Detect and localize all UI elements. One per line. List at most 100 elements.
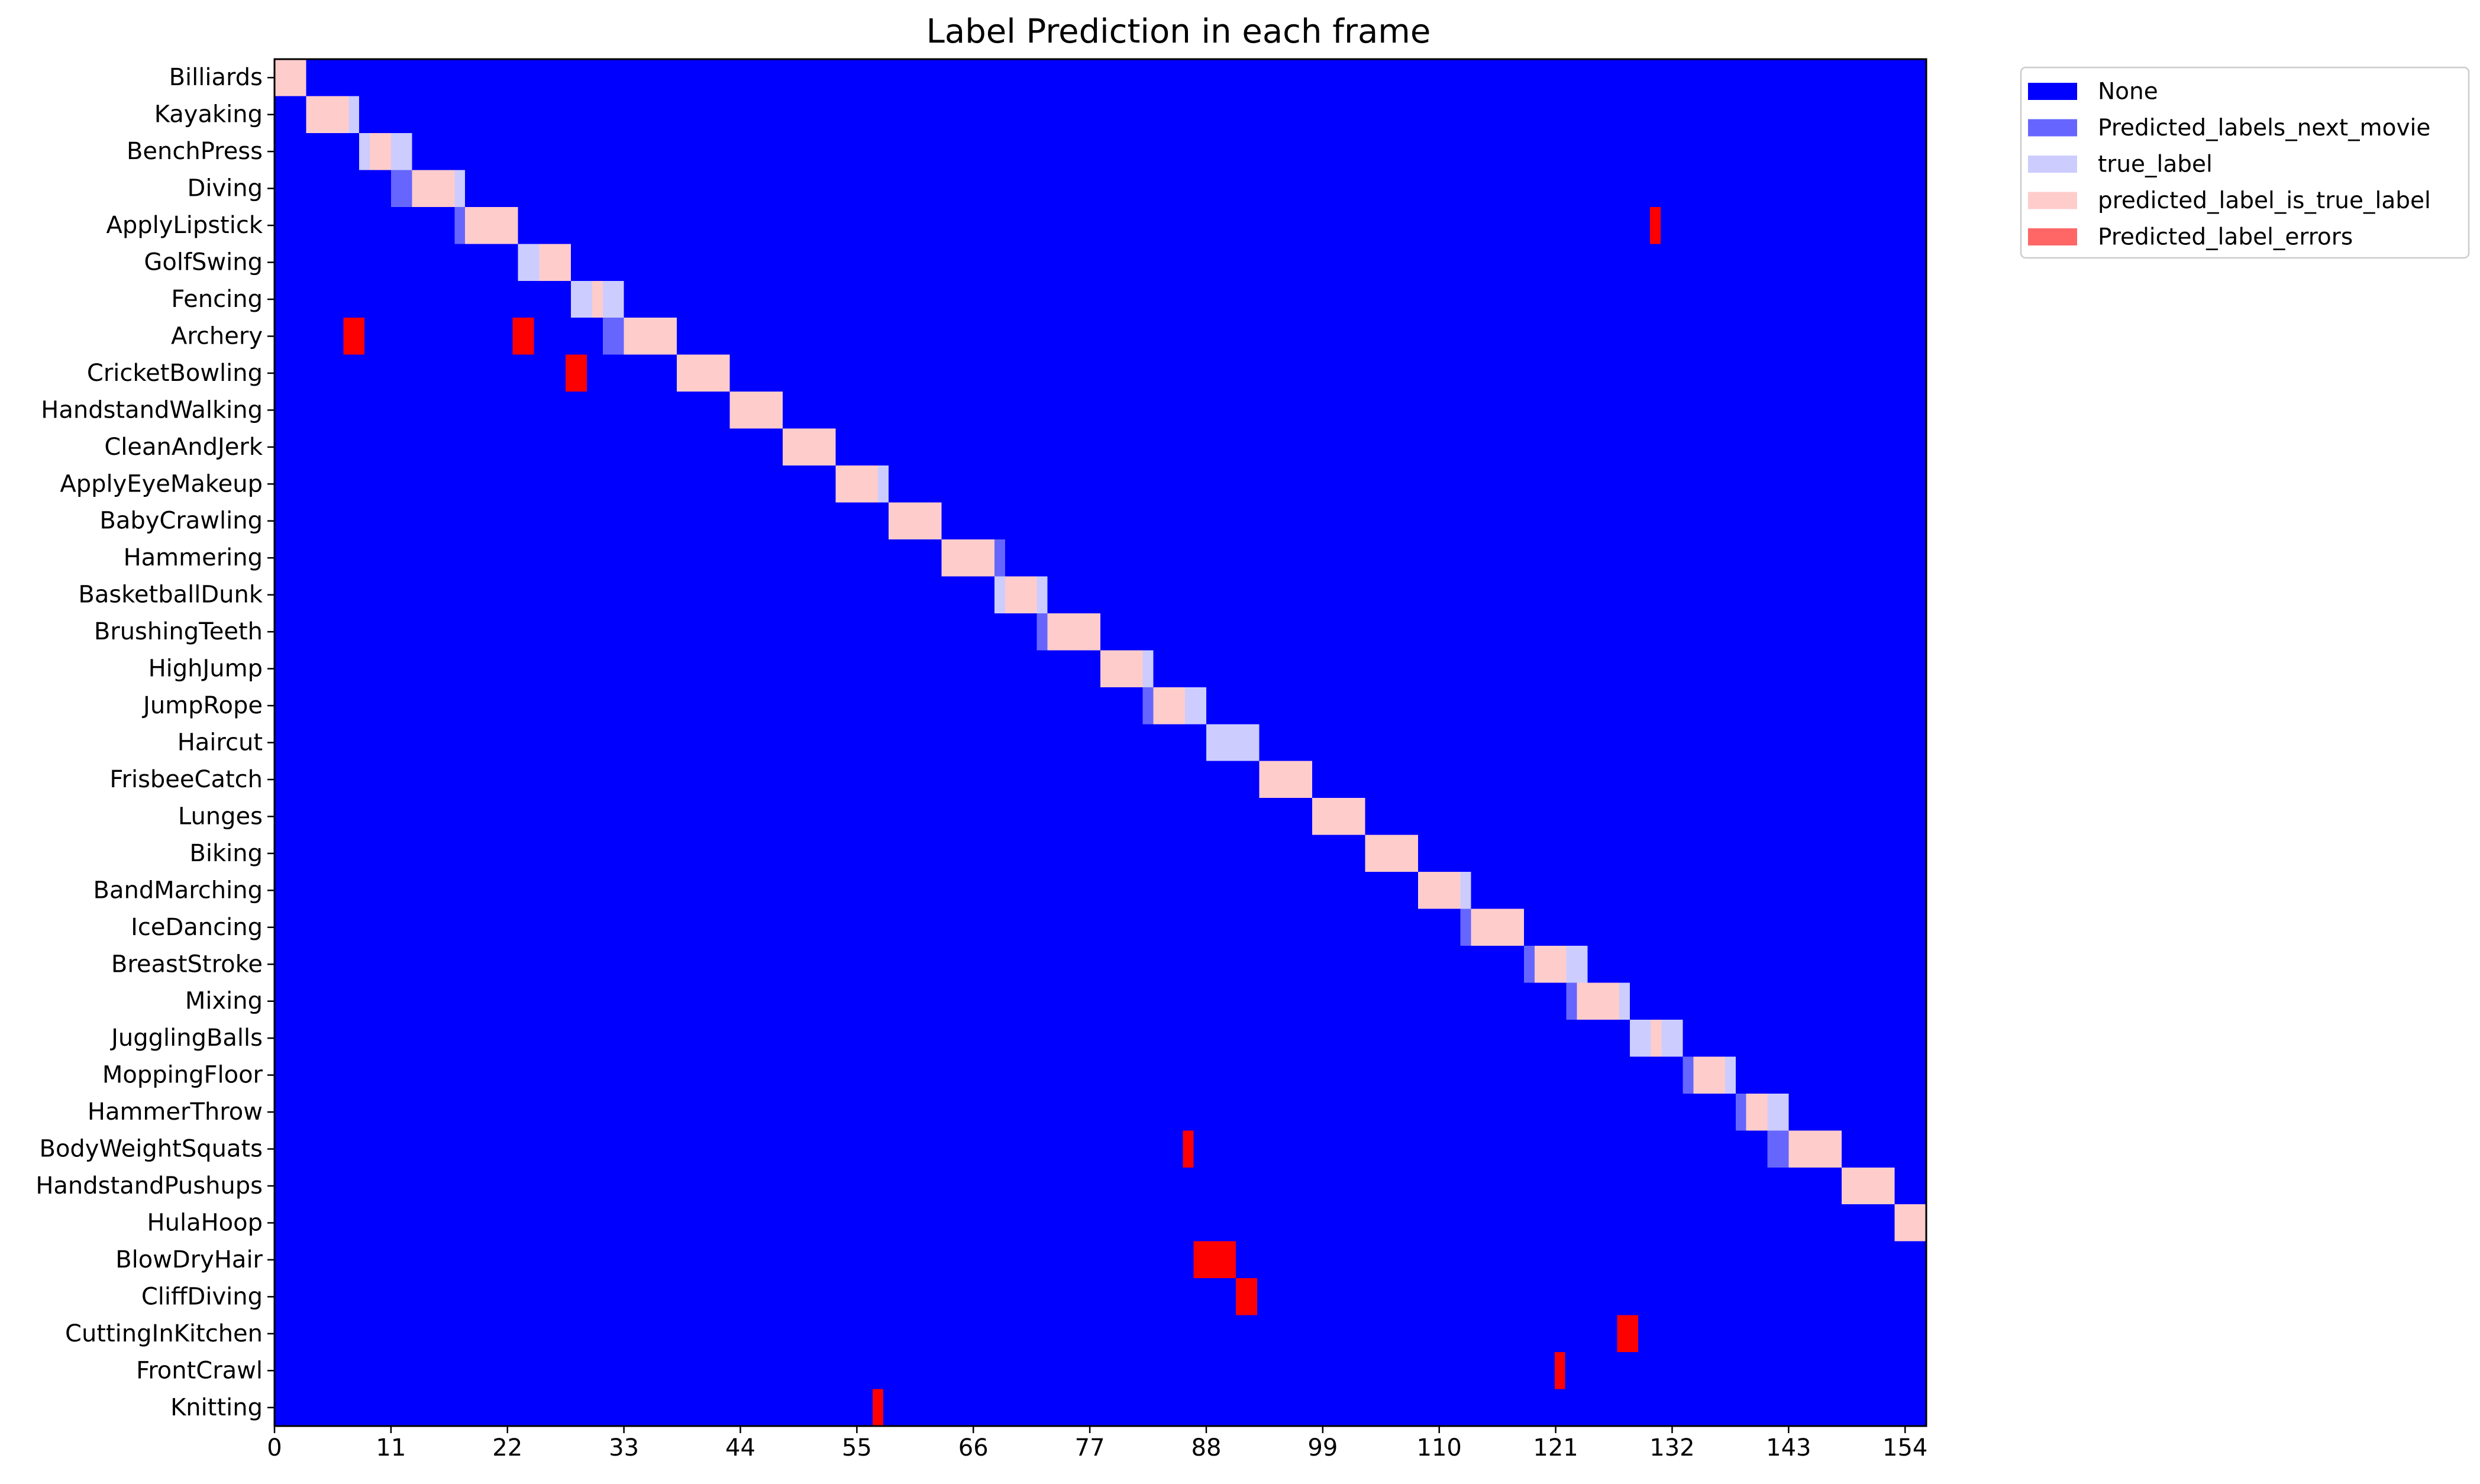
heatmap-cell-true — [348, 96, 360, 133]
y-tick-label: HandstandPushups — [35, 1172, 263, 1200]
x-tick-label: 11 — [376, 1434, 406, 1462]
y-tick-label: BenchPress — [127, 138, 263, 165]
heatmap-cell-true — [1460, 872, 1471, 909]
heatmap-cell-correct — [835, 465, 879, 503]
heatmap-cell-true — [1725, 1056, 1736, 1094]
heatmap-cell-correct — [1577, 982, 1619, 1020]
heatmap-cell-error — [1183, 1130, 1194, 1168]
y-tick-label: BrushingTeeth — [94, 618, 263, 645]
heatmap-cell-true — [359, 132, 370, 170]
heatmap-cell-error — [566, 354, 587, 392]
legend-swatch-correct — [2028, 192, 2077, 209]
legend: None Predicted_labels_next_movie true_labe… — [2020, 66, 2470, 259]
heatmap-cell-correct — [624, 318, 677, 355]
y-tick-label: FrisbeeCatch — [109, 766, 263, 793]
legend-label-none: None — [2098, 79, 2158, 105]
heatmap-cell-next — [390, 170, 412, 207]
heatmap-cell-next — [1142, 687, 1154, 725]
legend-swatch-none — [2028, 83, 2077, 100]
heatmap-cell-correct — [1651, 1019, 1662, 1057]
x-tick-label: 66 — [958, 1434, 989, 1462]
heatmap-cell-next — [602, 318, 624, 355]
y-tick-label: CuttingInKitchen — [65, 1320, 263, 1347]
y-tick-label: Diving — [188, 175, 263, 202]
y-tick-label: HulaHoop — [147, 1209, 263, 1236]
y-tick-label: Archery — [171, 322, 263, 350]
heatmap-cell-correct — [677, 354, 730, 392]
x-tick-label: 110 — [1417, 1434, 1462, 1462]
heatmap-cell-correct — [1100, 650, 1143, 687]
heatmap-cell-correct — [539, 244, 571, 281]
heatmap-cell-error — [1649, 206, 1661, 244]
heatmap-cell-correct — [1841, 1167, 1895, 1205]
heatmap-cell-correct — [889, 502, 942, 539]
heatmap-cell-next — [1566, 982, 1577, 1020]
legend-label-correct: predicted_label_is_true_label — [2098, 187, 2431, 214]
y-tick-label: CliffDiving — [141, 1283, 263, 1310]
y-tick-label: GolfSwing — [144, 249, 263, 276]
legend-swatch-true — [2028, 156, 2077, 173]
y-tick-label: BodyWeightSquats — [40, 1136, 263, 1163]
heatmap-cell-correct — [941, 539, 995, 577]
y-tick-label: Mixing — [185, 988, 263, 1015]
y-tick-label: BlowDryHair — [115, 1246, 263, 1273]
y-tick-label: Knitting — [170, 1394, 263, 1421]
legend-label-next: Predicted_labels_next_movie — [2098, 115, 2430, 141]
heatmap-cell-true — [1767, 1093, 1789, 1131]
y-tick-label: ApplyLipstick — [106, 212, 263, 239]
y-tick-label: BreastStroke — [111, 950, 263, 978]
heatmap-cell-correct — [1047, 613, 1100, 651]
y-tick-label: Kayaking — [154, 101, 263, 128]
heatmap-cell-true — [1661, 1019, 1683, 1057]
heatmap-cell-true — [878, 465, 889, 503]
y-axis: Billiards Kayaking BenchPress Diving ApplyLi… — [35, 64, 275, 1421]
y-tick-label: MoppingFloor — [102, 1062, 263, 1089]
legend-swatch-next — [2028, 119, 2077, 137]
x-tick-label: 121 — [1533, 1434, 1578, 1462]
y-tick-label: HandstandWalking — [41, 396, 263, 423]
x-tick-label: 99 — [1307, 1434, 1338, 1462]
heatmap-cell-true — [454, 170, 466, 207]
heatmap-cell-error — [1193, 1241, 1236, 1279]
heatmap-cell-true — [390, 132, 412, 170]
heatmap-cell-correct — [1894, 1204, 1926, 1241]
heatmap-cell-next — [1523, 946, 1535, 983]
heatmap-cell-correct — [1259, 761, 1312, 798]
x-tick-label: 143 — [1766, 1434, 1811, 1462]
x-tick-label: 0 — [267, 1434, 282, 1462]
y-tick-label: Lunges — [178, 803, 263, 830]
x-tick-label: 55 — [842, 1434, 872, 1462]
y-tick-label: Biking — [189, 840, 263, 867]
legend-label-error: Predicted_label_errors — [2098, 224, 2353, 251]
heatmap-cell-true — [518, 244, 540, 281]
y-tick-label: IceDancing — [131, 914, 263, 941]
y-tick-label: CleanAndJerk — [104, 434, 263, 461]
heatmap-cell-next — [454, 206, 466, 244]
y-tick-label: HighJump — [148, 655, 263, 683]
heatmap-cell-correct — [783, 428, 836, 466]
heatmap-cell-true — [1206, 724, 1260, 761]
heatmap-cell-true — [571, 280, 592, 318]
heatmap-cell-correct — [412, 170, 455, 207]
x-tick-label: 132 — [1649, 1434, 1694, 1462]
y-tick-label: ApplyEyeMakeup — [60, 470, 263, 497]
heatmap-cell-next — [1460, 908, 1471, 946]
heatmap-cell-correct — [1365, 835, 1418, 872]
heatmap-cell-correct — [1005, 576, 1037, 613]
heatmap-cell-error — [873, 1389, 884, 1426]
heatmap-cell-correct — [1417, 872, 1461, 909]
y-tick-label: Haircut — [177, 729, 263, 756]
x-tick-label: 154 — [1882, 1434, 1927, 1462]
heatmap-cell-correct — [275, 59, 306, 96]
y-tick-label: HammerThrow — [88, 1098, 263, 1126]
heatmap-cell-next — [1735, 1093, 1746, 1131]
heatmap-cell-correct — [1153, 687, 1186, 725]
heatmap-cell-error — [1617, 1315, 1639, 1353]
x-tick-label: 22 — [492, 1434, 522, 1462]
heatmap-cell-next — [1683, 1056, 1694, 1094]
heatmap-cell-correct — [306, 96, 349, 133]
heatmap-cell-correct — [1788, 1130, 1842, 1168]
heatmap-cell-error — [343, 318, 365, 355]
x-axis: 0 11 22 33 44 55 66 77 88 99 110 121 132 143 154 — [267, 1426, 1927, 1462]
